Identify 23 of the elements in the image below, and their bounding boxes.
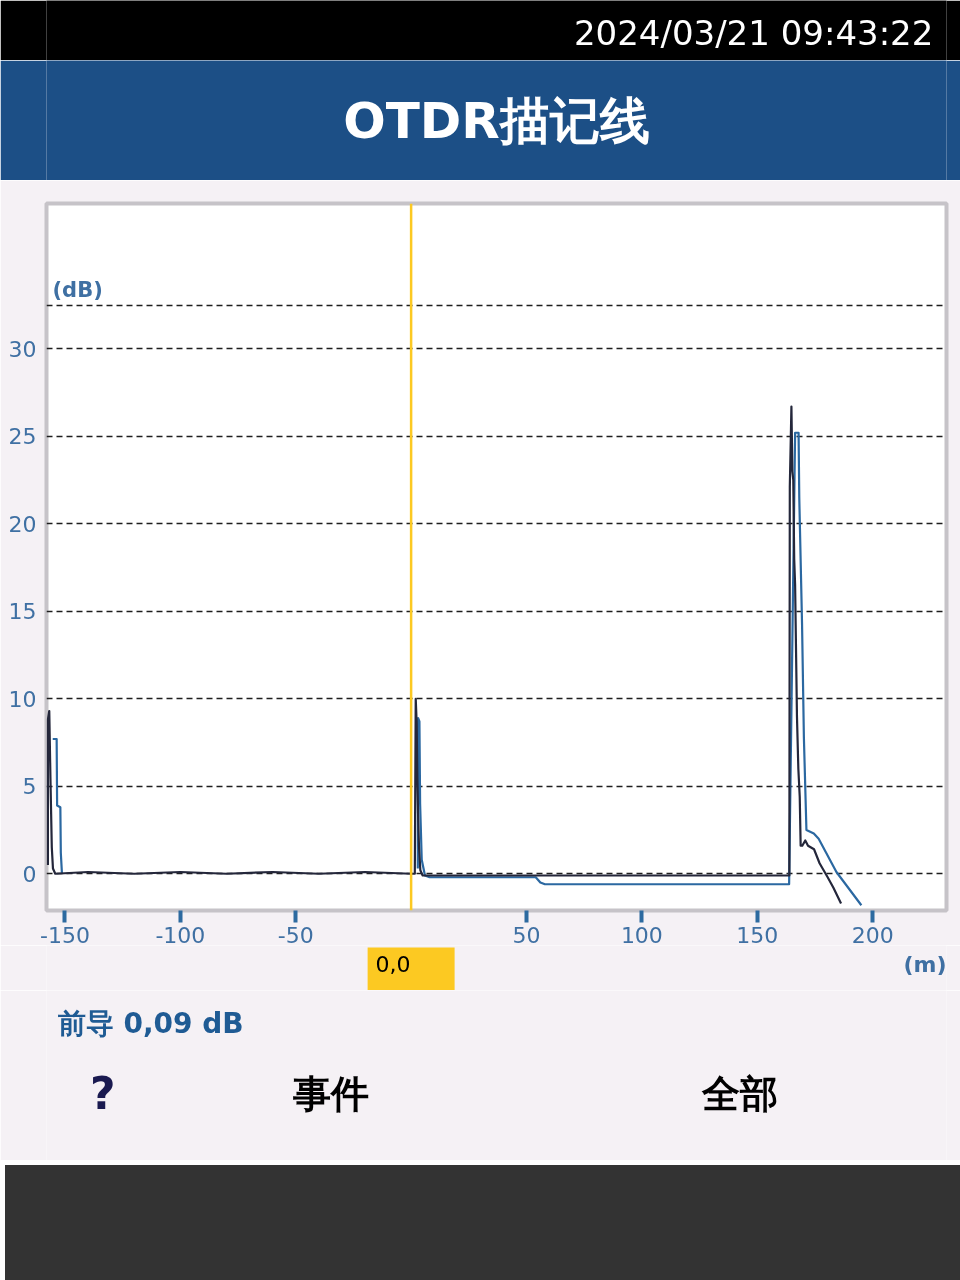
x-tick-label: -150 (40, 922, 90, 948)
y-tick-label: 0 (22, 861, 37, 887)
text: 全部 (701, 1071, 779, 1116)
x-tick-label: -50 (277, 922, 314, 948)
ref-line-label: 0,0 (375, 951, 411, 977)
y-tick-label: 10 (8, 686, 37, 712)
x-tick-label: 100 (620, 922, 663, 948)
text: 2024/03/21 09:43:22 (573, 12, 934, 53)
x-tick-label: -100 (155, 922, 206, 948)
y-tick-label: 30 (8, 336, 37, 362)
x-tick-label: 50 (512, 922, 541, 948)
y-tick-label: 25 (8, 424, 37, 450)
text: 事件 (291, 1071, 369, 1116)
x-tick-label: 150 (736, 922, 779, 948)
text: 前导 0,09 dB (56, 1007, 244, 1040)
y-axis-title: (dB) (52, 278, 103, 302)
y-tick-label: 5 (22, 774, 37, 800)
chart-title: OTDR描记线 (343, 91, 650, 150)
y-tick-label: 15 (8, 599, 37, 625)
x-tick-label: 200 (851, 922, 894, 948)
text: ? (89, 1068, 116, 1119)
x-axis-title: (m) (903, 951, 947, 977)
y-tick-label: 20 (8, 511, 37, 537)
